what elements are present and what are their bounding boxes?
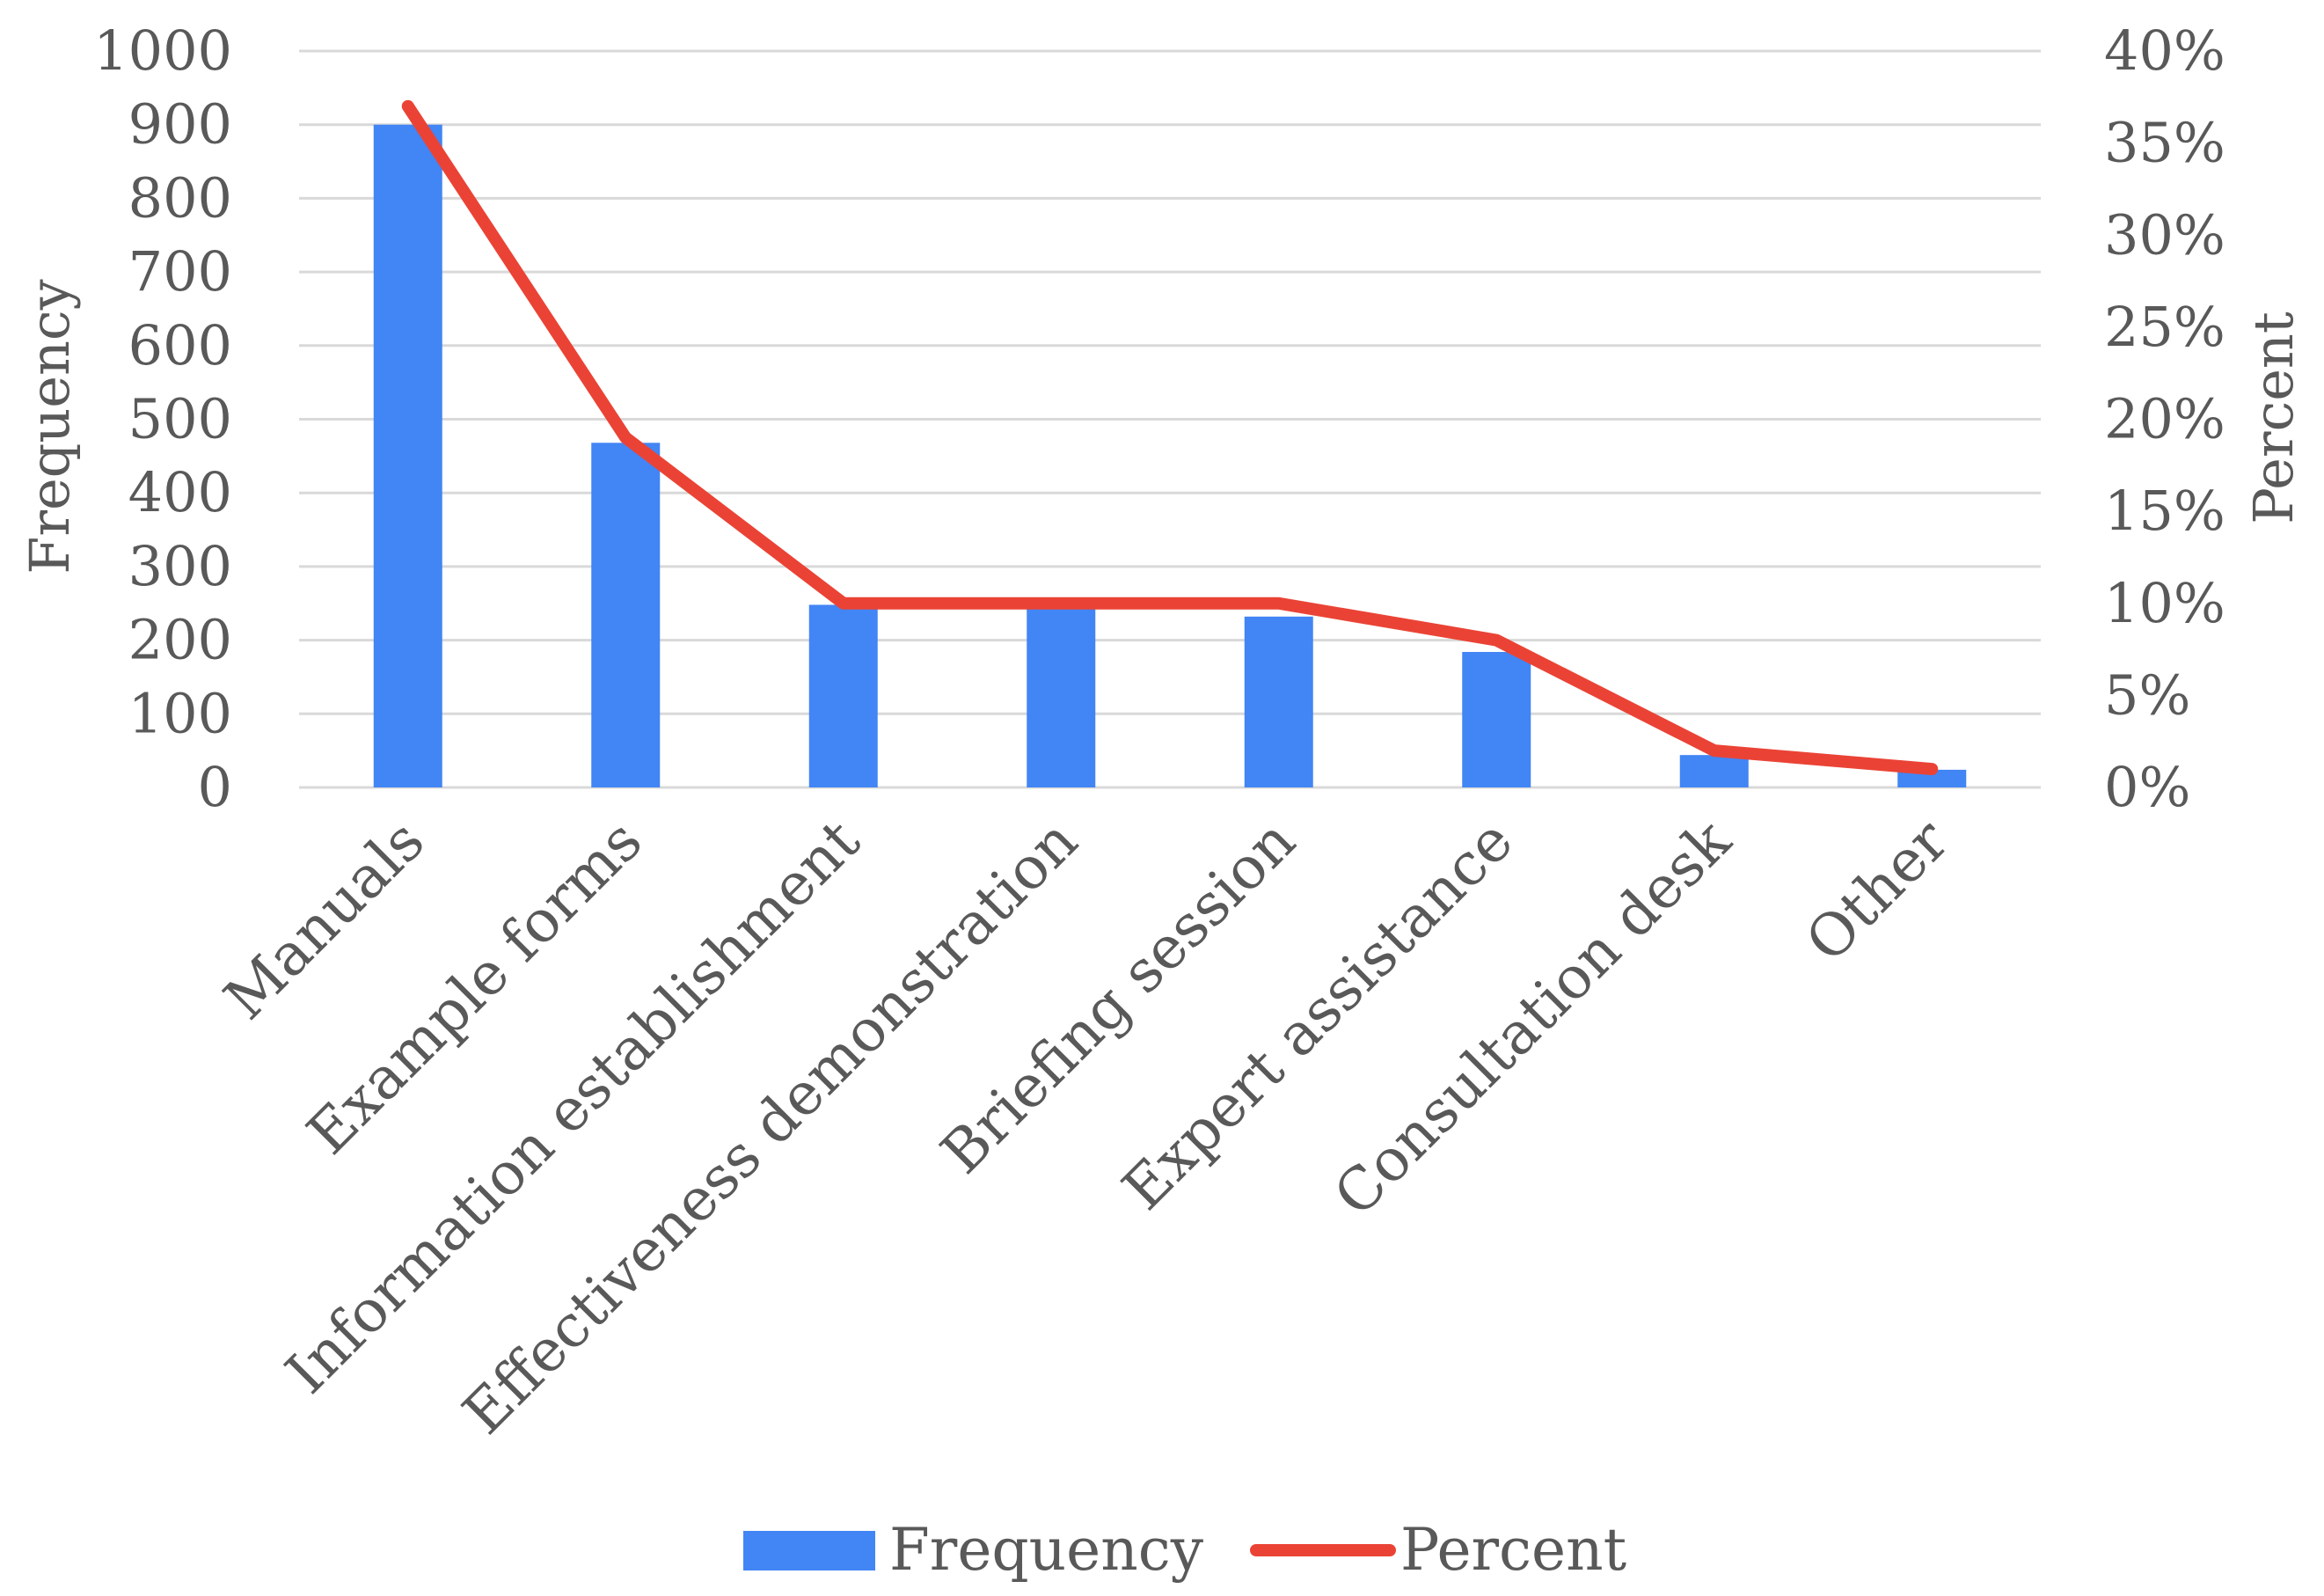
right-tick-label: 20% xyxy=(2104,387,2225,451)
category-label: Consultation desk xyxy=(1321,806,1744,1229)
right-tick-label: 15% xyxy=(2104,479,2225,543)
bar-other xyxy=(1897,769,1967,787)
right-tick-label: 10% xyxy=(2104,571,2225,635)
right-tick-label: 30% xyxy=(2104,202,2225,267)
y-axis-title-right: Percent xyxy=(2241,311,2306,524)
bar-consultation-desk xyxy=(1679,755,1749,787)
bar-effectiveness-demonstration xyxy=(1027,604,1096,787)
left-tick-label: 1000 xyxy=(93,18,232,83)
right-tick-label: 5% xyxy=(2104,663,2190,727)
bar-briefing-session xyxy=(1244,616,1313,787)
legend-label-percent: Percent xyxy=(1400,1516,1626,1584)
gridlines xyxy=(299,49,2041,789)
right-tick-label: 25% xyxy=(2104,295,2225,359)
left-tick-label: 200 xyxy=(128,608,232,672)
legend-swatch-frequency xyxy=(743,1531,875,1570)
left-tick-label: 0 xyxy=(198,755,232,819)
left-tick-label: 900 xyxy=(128,92,232,157)
left-axis-ticks: 0 100 200 300 400 500 600 700 800 900 1000 xyxy=(93,18,232,819)
legend: Frequency Percent xyxy=(743,1516,1626,1584)
left-tick-label: 600 xyxy=(128,313,232,377)
left-tick-label: 300 xyxy=(128,534,232,598)
left-tick-label: 100 xyxy=(128,681,232,745)
y-axis-title-left: Frequency xyxy=(18,279,82,574)
right-tick-label: 40% xyxy=(2104,18,2225,83)
percent-line-series xyxy=(401,99,1939,776)
percent-line xyxy=(401,99,1939,776)
bar-information-establishment xyxy=(808,604,878,787)
right-tick-label: 0% xyxy=(2104,755,2190,819)
left-tick-label: 400 xyxy=(128,460,232,524)
left-tick-label: 500 xyxy=(128,387,232,451)
category-label: Manuals xyxy=(211,807,437,1033)
left-tick-label: 700 xyxy=(128,239,232,304)
right-tick-label: 35% xyxy=(2104,111,2225,175)
bar-expert-assistance xyxy=(1462,651,1531,787)
legend-label-frequency: Frequency xyxy=(889,1516,1204,1584)
category-label: Expert assistance xyxy=(1109,807,1525,1223)
right-axis-ticks: 0% 5% 10% 15% 20% 25% 30% 35% 40% xyxy=(2104,18,2225,819)
category-label: Other xyxy=(1793,807,1962,976)
bar-example-forms xyxy=(591,443,661,787)
left-tick-label: 800 xyxy=(128,165,232,230)
bar-manuals xyxy=(373,124,442,787)
frequency-bars xyxy=(373,124,1967,787)
